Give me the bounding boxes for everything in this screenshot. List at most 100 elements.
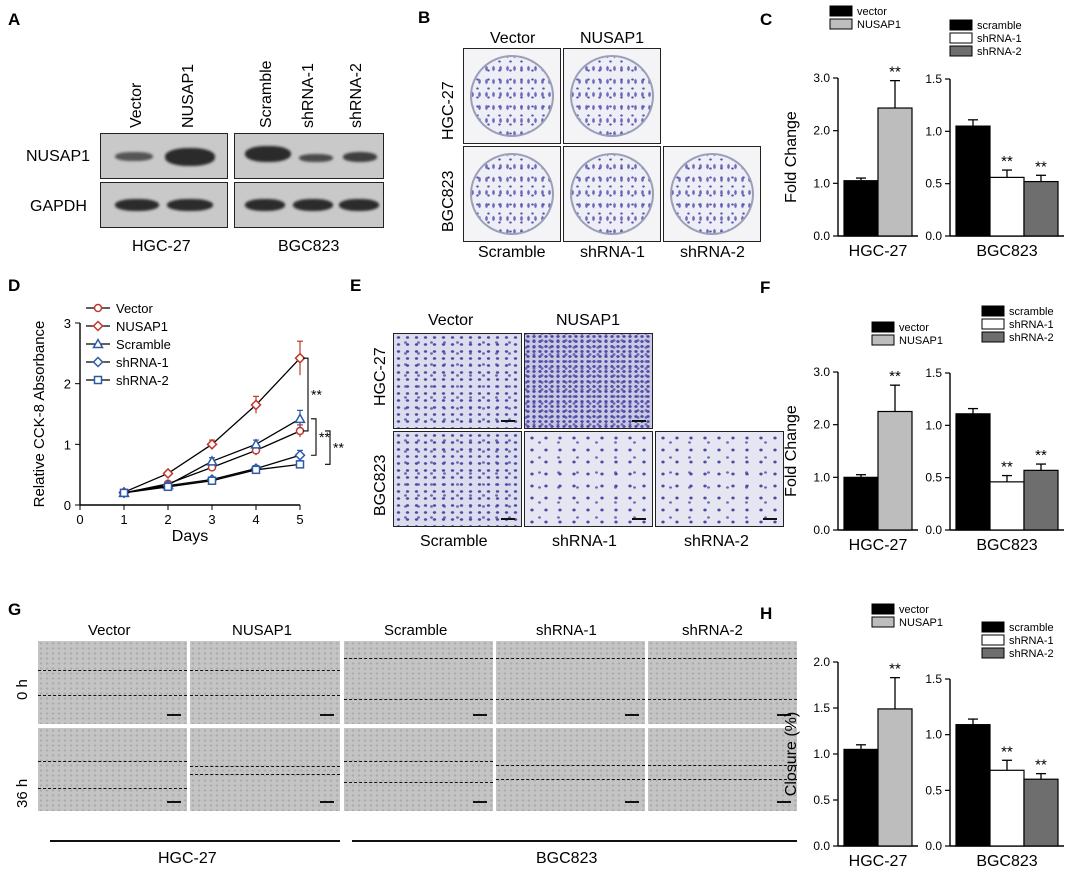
g-group-bgc823: BGC823	[536, 850, 598, 867]
legend-label: NUSAP1	[899, 617, 943, 629]
legend-swatch	[871, 603, 895, 615]
y-tick-label: 2.0	[813, 124, 830, 138]
scale-bar	[625, 801, 639, 803]
y-tick-label: 1.0	[925, 418, 942, 432]
transwell-vector	[393, 333, 522, 429]
legend-label: NUSAP1	[857, 19, 901, 31]
row-label-nusap1: NUSAP1	[26, 148, 91, 165]
g-group-hgc27: HGC-27	[158, 850, 217, 867]
wound-edge-line	[190, 773, 340, 775]
y-tick-label: 1.5	[925, 72, 942, 86]
marker-square	[93, 375, 103, 385]
wound-edge-line	[38, 787, 187, 789]
wound-image	[496, 728, 645, 811]
marker-diamond	[162, 467, 174, 480]
lane-label-shrna2: shRNA-2	[348, 63, 365, 128]
significance-stars: **	[889, 64, 901, 81]
marker-circle	[93, 303, 103, 313]
bar-shRNA-1	[989, 481, 1025, 531]
legend-label: shRNA-2	[1009, 332, 1054, 344]
legend-label: NUSAP1	[899, 335, 943, 347]
bar-shRNA-2	[1023, 180, 1059, 237]
bar-NUSAP1	[877, 708, 913, 847]
y-tick-label: 0.0	[813, 523, 830, 537]
wound-image	[496, 641, 645, 724]
g-col-shrna2: shRNA-2	[682, 622, 743, 639]
marker-square	[207, 476, 217, 485]
g-row-0h: 0 h	[14, 679, 31, 700]
significance-stars: **	[889, 661, 901, 678]
b-row-bgc823: BGC823	[440, 170, 457, 232]
wound-edge-line	[344, 657, 493, 659]
wound-edge-line	[496, 765, 645, 767]
legend-swatch	[949, 32, 973, 44]
legend-label: shRNA-1	[977, 33, 1022, 45]
marker-diamond	[294, 449, 306, 461]
y-tick-label: 1.0	[813, 747, 830, 761]
e-col-scramble: Scramble	[420, 533, 488, 550]
legend-swatch	[981, 634, 1005, 646]
panel-c-bar-chart: 0.0 1.0 2.0 3.0 ** HGC-27 Fold Change 0.0 0.5 1.0…	[783, 5, 1064, 260]
scale-bar	[320, 801, 334, 803]
legend-swatch	[829, 5, 853, 17]
x-axis-label: HGC-27	[849, 243, 908, 260]
y-axis-label: Fold Change	[783, 111, 800, 203]
y-axis-label: Relative CCK-8 Absorbance	[31, 321, 48, 508]
b-col-shrna2: shRNA-2	[680, 244, 745, 261]
marker-diamond	[92, 320, 104, 332]
wound-edge-line	[38, 761, 187, 763]
wound-edge-line	[190, 694, 340, 696]
scale-bar	[777, 714, 791, 716]
g-col-nusap1: NUSAP1	[232, 622, 293, 639]
wound-edge-line	[190, 766, 340, 768]
y-tick-label: 0.5	[925, 471, 942, 485]
y-tick-label: 1	[64, 437, 71, 452]
x-tick-label: 1	[120, 512, 127, 527]
panel-label-f: F	[760, 278, 771, 297]
dish-scramble	[463, 146, 561, 242]
bar-scramble	[955, 125, 991, 237]
marker-diamond	[206, 438, 218, 450]
y-tick-label: 0.0	[925, 839, 942, 853]
legend-swatch	[949, 19, 973, 31]
y-tick-label: 0.0	[813, 229, 830, 243]
wound-edge-line	[648, 765, 797, 767]
wound-edge-line	[344, 761, 493, 763]
panel-label-g: G	[8, 600, 22, 619]
e-col-shrna1: shRNA-1	[552, 533, 617, 550]
significance-stars: **	[1001, 459, 1013, 476]
y-tick-label: 3.0	[813, 365, 830, 379]
significance-stars: **	[1035, 158, 1047, 175]
y-tick-label: 0.0	[925, 229, 942, 243]
bar-shRNA-1	[989, 176, 1025, 237]
legend-swatch	[829, 18, 853, 30]
lane-label-shrna1: shRNA-1	[300, 63, 317, 128]
y-tick-label: 0.0	[925, 523, 942, 537]
y-axis-label: Closure (%)	[783, 712, 800, 796]
wound-image	[38, 728, 187, 811]
legend-label: shRNA-1	[1009, 319, 1054, 331]
x-tick-label: 0	[76, 512, 83, 527]
bar-shRNA-2	[1023, 469, 1059, 531]
bar-shRNA-2	[1023, 778, 1059, 847]
lane-label-nusap1: NUSAP1	[180, 63, 197, 128]
significance-stars: **	[1035, 757, 1047, 774]
y-axis-label: Fold Change	[783, 405, 800, 497]
wound-edge-line	[648, 657, 797, 659]
y-tick-label: 1.0	[813, 470, 830, 484]
g-col-shrna1: shRNA-1	[536, 622, 597, 639]
bar-vector	[843, 748, 879, 847]
marker-triangle	[206, 455, 218, 466]
scale-bar	[473, 801, 487, 803]
wound-edge-line	[344, 781, 493, 783]
e-col-shrna2: shRNA-2	[684, 533, 749, 550]
significance-stars: **	[319, 429, 330, 445]
legend-label: scramble	[1009, 622, 1054, 634]
lane-label-vector: Vector	[128, 82, 145, 128]
x-tick-label: 4	[252, 512, 259, 527]
significance-stars: **	[1001, 743, 1013, 760]
marker-square	[251, 465, 261, 475]
row-label-gapdh: GAPDH	[30, 198, 87, 215]
e-row-bgc823: BGC823	[372, 454, 389, 516]
legend-swatch	[871, 321, 895, 333]
